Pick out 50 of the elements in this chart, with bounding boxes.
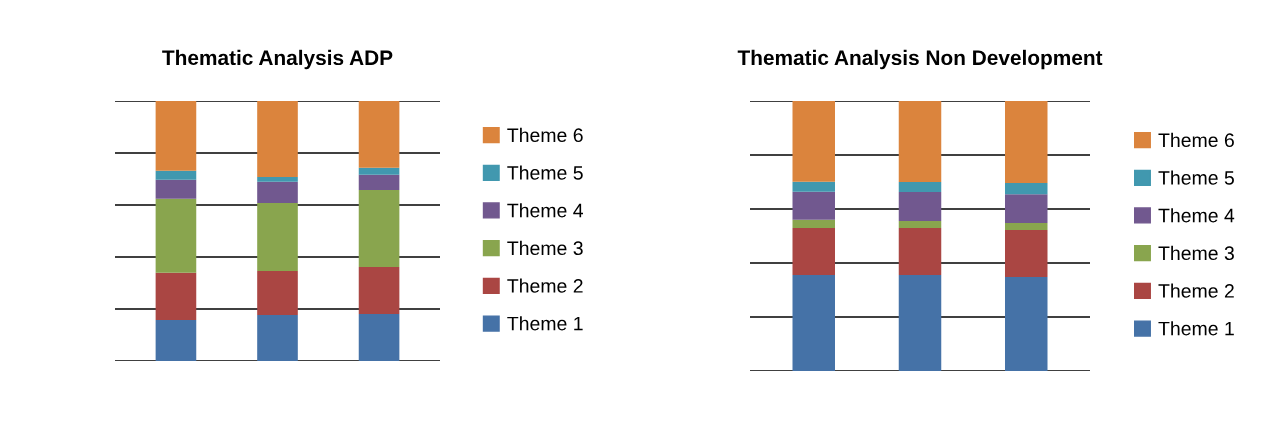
legend-label: Theme 2 <box>507 278 583 293</box>
bar <box>358 167 400 175</box>
chart-title: Thematic Analysis Non Development <box>737 49 1103 70</box>
bar <box>155 179 197 199</box>
bar <box>358 313 400 361</box>
bar <box>358 101 400 168</box>
legend-label: Theme 1 <box>507 316 583 331</box>
bar <box>257 101 298 177</box>
bar <box>792 219 835 228</box>
bar <box>155 101 197 171</box>
bar <box>257 181 298 203</box>
bar <box>257 314 298 361</box>
bar <box>792 227 835 275</box>
legend-label: Theme 5 <box>507 165 583 180</box>
bar <box>792 101 835 182</box>
bar <box>898 101 942 182</box>
bar <box>257 271 298 315</box>
chart-title: Thematic Analysis ADP <box>162 49 393 70</box>
legend-label: Theme 6 <box>507 127 583 143</box>
bar <box>898 182 942 192</box>
bar <box>358 189 400 267</box>
bar <box>898 227 942 275</box>
legend-label: Theme 2 <box>1158 283 1234 298</box>
bar <box>1005 230 1048 278</box>
bar <box>1005 194 1048 224</box>
legend-label: Theme 6 <box>1158 132 1234 148</box>
legend-label: Theme 4 <box>1158 208 1235 223</box>
bar <box>358 266 400 314</box>
legend-label: Theme 3 <box>507 240 583 256</box>
legend-label: Theme 5 <box>1158 170 1234 185</box>
bar <box>792 191 835 220</box>
legend-label: Theme 1 <box>1158 321 1234 336</box>
bar <box>1005 101 1048 184</box>
bar <box>792 181 835 192</box>
bar <box>257 176 298 182</box>
bar <box>1005 183 1048 195</box>
bar <box>898 220 942 228</box>
legend-label: Theme 3 <box>1158 245 1234 261</box>
bar <box>898 191 942 221</box>
bar <box>1005 223 1048 231</box>
legend-label: Theme 4 <box>507 203 583 218</box>
bar <box>155 198 197 273</box>
bar <box>155 272 197 320</box>
bar <box>257 202 298 272</box>
bar <box>155 170 197 180</box>
bar <box>1005 277 1048 371</box>
bar <box>792 274 835 371</box>
bar <box>155 319 197 361</box>
bar <box>358 174 400 190</box>
bar <box>898 274 942 371</box>
